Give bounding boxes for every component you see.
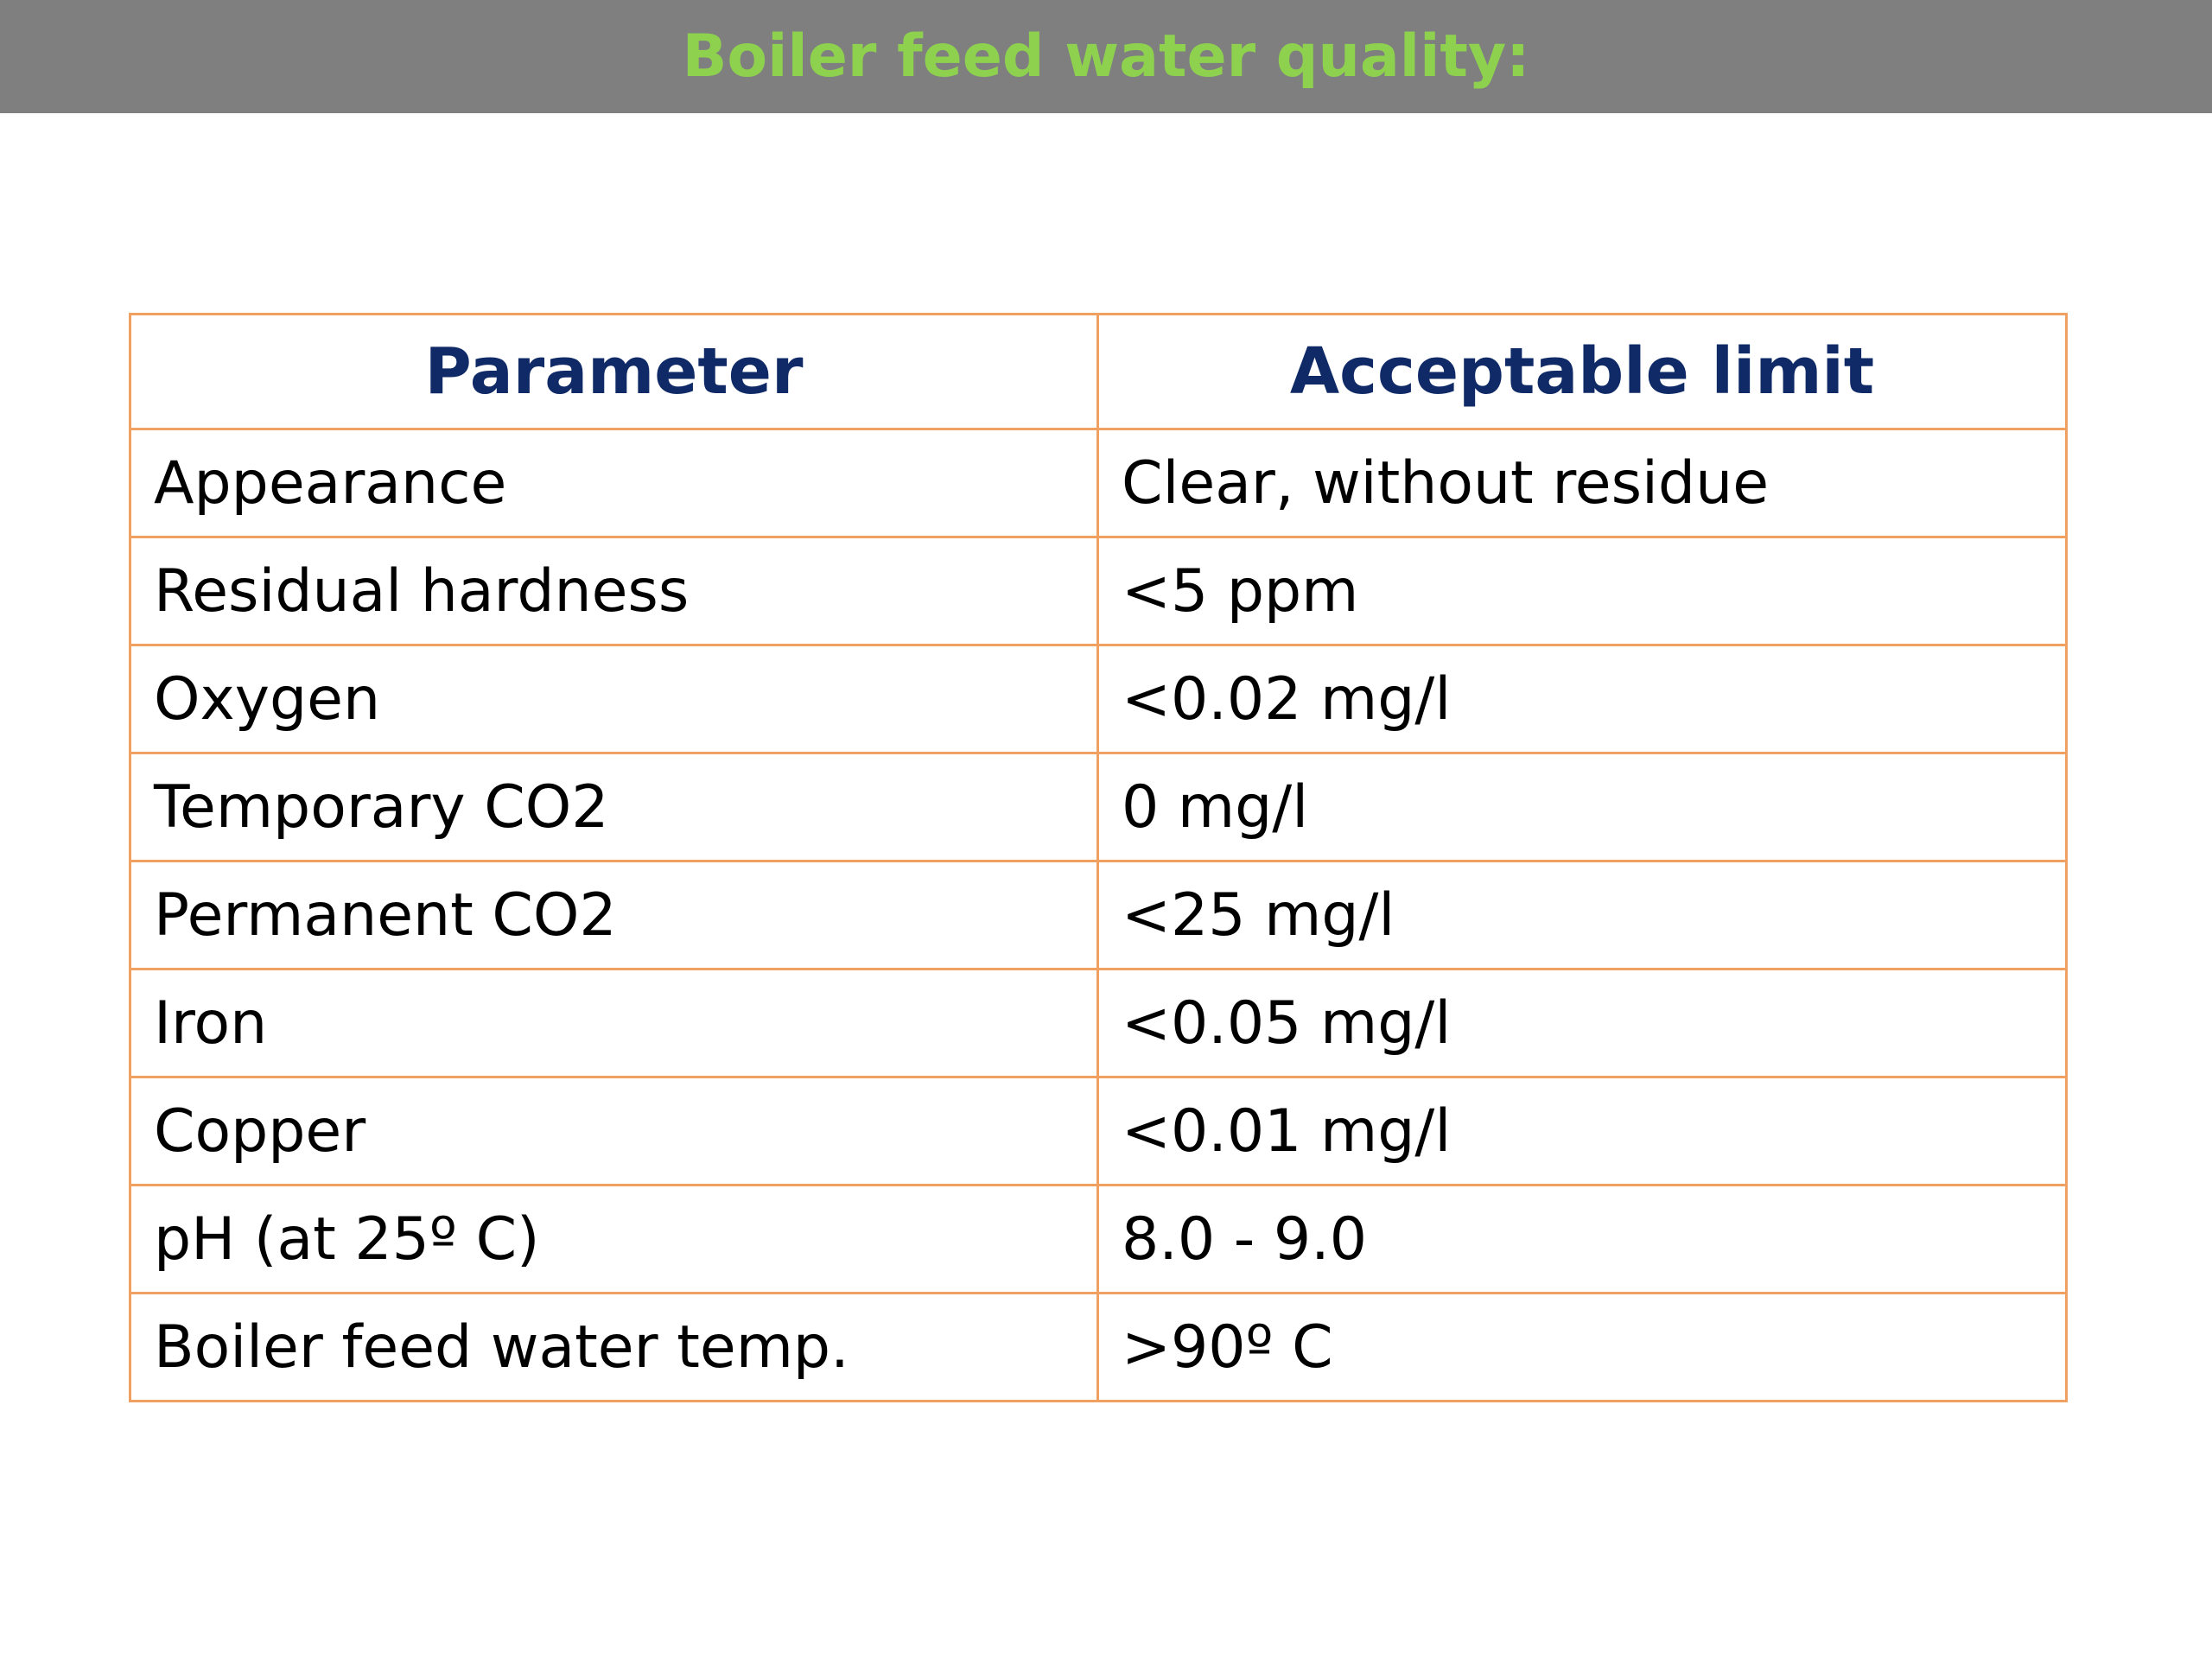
table-row: Permanent CO2 <25 mg/l (129, 860, 2068, 970)
parameter-cell: Permanent CO2 (129, 860, 1099, 970)
limit-cell: <0.02 mg/l (1096, 644, 2068, 754)
parameter-cell: Boiler feed water temp. (129, 1292, 1099, 1402)
limit-cell: <5 ppm (1096, 536, 2068, 646)
table-row: Temporary CO2 0 mg/l (129, 752, 2068, 862)
table-row: Residual hardness <5 ppm (129, 536, 2068, 646)
parameter-cell: Oxygen (129, 644, 1099, 754)
table-row: Iron <0.05 mg/l (129, 968, 2068, 1078)
table-row: Copper <0.01 mg/l (129, 1076, 2068, 1186)
parameter-cell: Iron (129, 968, 1099, 1078)
limit-cell: <0.01 mg/l (1096, 1076, 2068, 1186)
limit-cell: <25 mg/l (1096, 860, 2068, 970)
limit-cell: 0 mg/l (1096, 752, 2068, 862)
header-bar (0, 0, 2212, 113)
slide-title: Boiler feed water quality: (682, 22, 1530, 91)
header-row: Parameter Acceptable limit (129, 313, 2068, 430)
limit-cell: 8.0 - 9.0 (1096, 1184, 2068, 1294)
parameter-cell: pH (at 25º C) (129, 1184, 1099, 1294)
parameter-cell: Residual hardness (129, 536, 1099, 646)
limit-cell: >90º C (1096, 1292, 2068, 1402)
table-row: Oxygen <0.02 mg/l (129, 644, 2068, 754)
parameter-cell: Appearance (129, 428, 1099, 538)
table-row: pH (at 25º C) 8.0 - 9.0 (129, 1184, 2068, 1294)
table-row: Appearance Clear, without residue (129, 428, 2068, 538)
parameter-cell: Temporary CO2 (129, 752, 1099, 862)
table-row: Boiler feed water temp. >90º C (129, 1292, 2068, 1402)
quality-table: Parameter Acceptable limit Appearance Clea… (129, 313, 2068, 1402)
column-header: Parameter (129, 313, 1099, 430)
column-header: Acceptable limit (1096, 313, 2068, 430)
parameter-cell: Copper (129, 1076, 1099, 1186)
limit-cell: Clear, without residue (1096, 428, 2068, 538)
limit-cell: <0.05 mg/l (1096, 968, 2068, 1078)
table-body: Appearance Clear, without residue Residual… (129, 428, 2068, 1402)
